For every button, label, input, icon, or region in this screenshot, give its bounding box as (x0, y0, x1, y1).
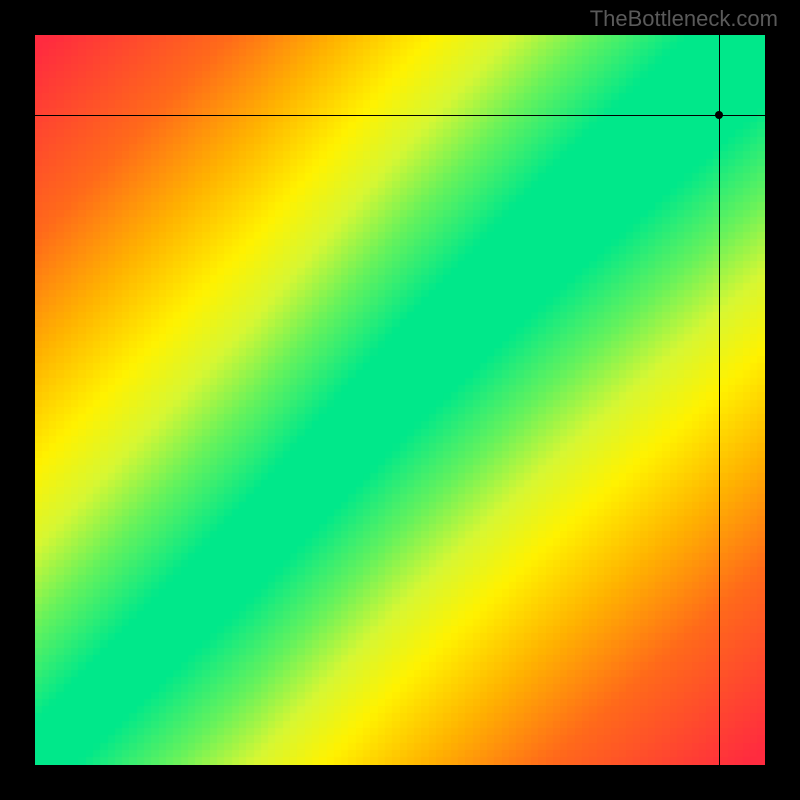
chart-container: TheBottleneck.com (0, 0, 800, 800)
heatmap-plot (35, 35, 765, 765)
heatmap-canvas (35, 35, 765, 765)
crosshair-vertical (719, 35, 720, 765)
watermark-text: TheBottleneck.com (590, 6, 778, 32)
marker-point (715, 111, 723, 119)
crosshair-horizontal (35, 115, 765, 116)
